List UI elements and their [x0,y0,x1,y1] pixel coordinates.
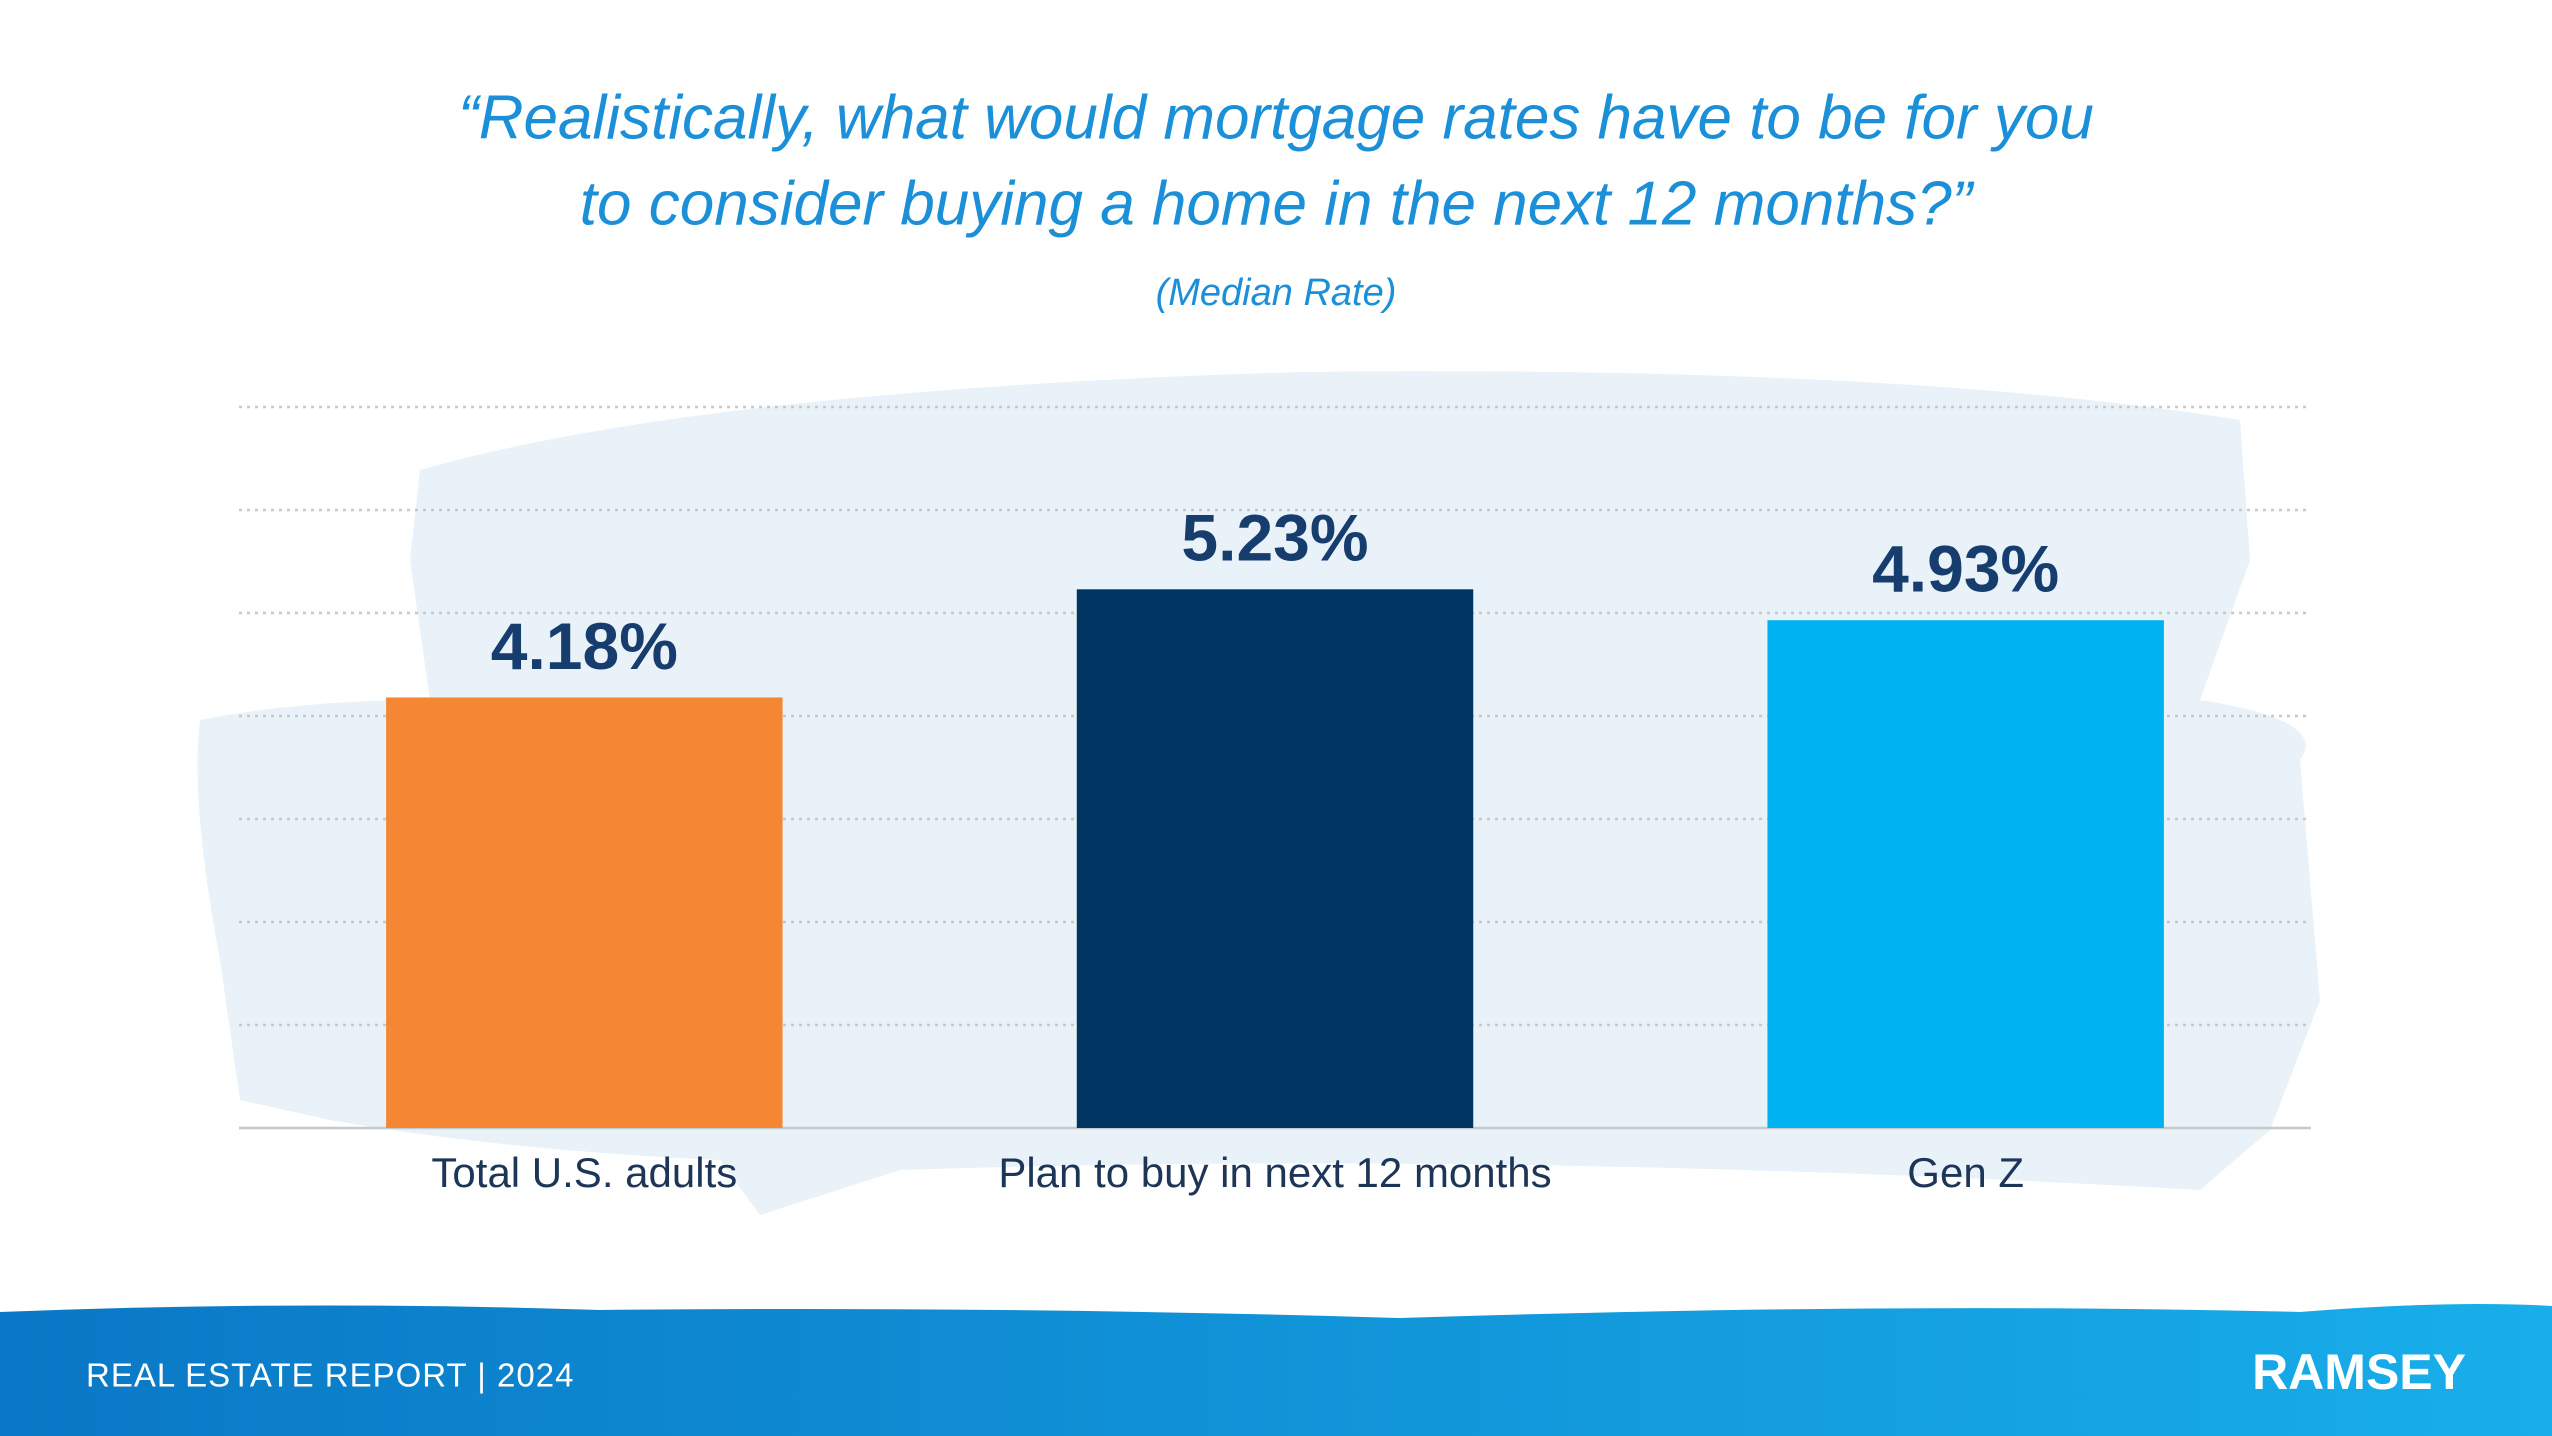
value-label: 4.93% [1872,532,2059,606]
bar [1076,589,1474,1128]
x-tick-label: Gen Z [1907,1149,2024,1196]
value-label: 4.18% [491,609,678,683]
footer-brand: RAMSEY [2252,1344,2466,1400]
chart-title: “Realistically, what would mortgage rate… [458,83,2094,152]
footer-report: REAL ESTATE REPORT | 2024 [86,1357,574,1394]
value-label: 5.23% [1181,501,1368,575]
footer-band [0,1304,2552,1436]
bar [386,697,783,1128]
bar [1767,620,2164,1128]
x-tick-label: Total U.S. adults [431,1149,737,1196]
chart-subtitle: (Median Rate) [1156,272,1397,314]
chart-title: to consider buying a home in the next 12… [580,169,1975,238]
x-tick-label: Plan to buy in next 12 months [998,1149,1551,1196]
